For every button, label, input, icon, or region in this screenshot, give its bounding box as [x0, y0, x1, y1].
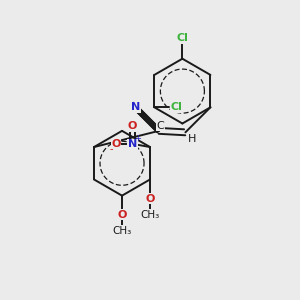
Text: -: - — [109, 144, 113, 154]
Text: O: O — [117, 210, 127, 220]
Text: H: H — [188, 134, 196, 144]
Text: CH₃: CH₃ — [140, 210, 160, 220]
Text: C: C — [157, 121, 164, 130]
Text: N: N — [131, 102, 140, 112]
Text: +: + — [134, 134, 141, 143]
Text: O: O — [128, 122, 137, 131]
Text: N: N — [128, 139, 137, 149]
Text: O: O — [146, 194, 155, 204]
Text: Cl: Cl — [176, 33, 188, 43]
Text: O: O — [112, 139, 121, 149]
Text: CH₃: CH₃ — [112, 226, 132, 236]
Text: Cl: Cl — [170, 102, 182, 112]
